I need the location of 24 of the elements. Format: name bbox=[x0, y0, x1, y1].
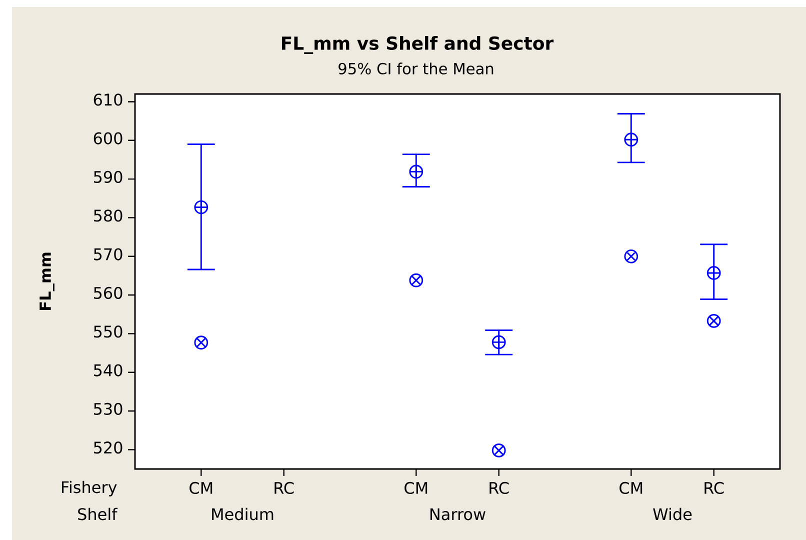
x-tick-label: CM bbox=[190, 482, 212, 494]
x-tick-label: RC bbox=[704, 482, 724, 494]
chart-subtitle: 95% CI for the Mean bbox=[338, 62, 494, 74]
y-axis-title: FL_mm bbox=[40, 252, 54, 310]
y-tick-label: 580 bbox=[94, 210, 122, 222]
y-tick-label: 590 bbox=[94, 170, 122, 184]
y-tick-label: 530 bbox=[94, 402, 122, 415]
x-tick-label: CM bbox=[620, 482, 642, 494]
y-tick-label: 550 bbox=[94, 326, 122, 338]
chart-title: FL_mm vs Shelf and Sector bbox=[282, 36, 554, 54]
y-tick-label: 610 bbox=[94, 94, 122, 106]
text: Wide bbox=[653, 508, 692, 520]
y-tick-label: 560 bbox=[94, 286, 122, 299]
x-tick-label: RC bbox=[274, 482, 294, 494]
x-tick-label: RC bbox=[490, 482, 509, 494]
x-tick-label: CM bbox=[404, 482, 428, 494]
text: Shelf bbox=[78, 508, 118, 520]
text: Fishery bbox=[62, 480, 117, 496]
y-tick-label: 600 bbox=[94, 132, 122, 144]
text: Medium bbox=[212, 508, 274, 520]
y-tick-label: 570 bbox=[94, 248, 122, 260]
y-tick-label: 520 bbox=[94, 442, 122, 454]
y-tick-label: 540 bbox=[94, 364, 122, 376]
text: Narrow bbox=[430, 508, 486, 520]
